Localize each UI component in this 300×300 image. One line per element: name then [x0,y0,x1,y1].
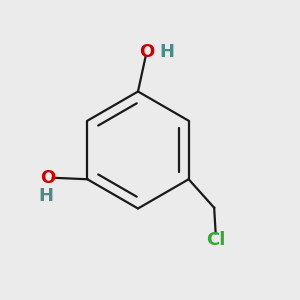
Text: O: O [40,169,55,187]
Text: Cl: Cl [206,231,225,249]
Text: H: H [159,43,174,61]
Text: H: H [38,187,53,205]
Text: O: O [140,43,154,61]
